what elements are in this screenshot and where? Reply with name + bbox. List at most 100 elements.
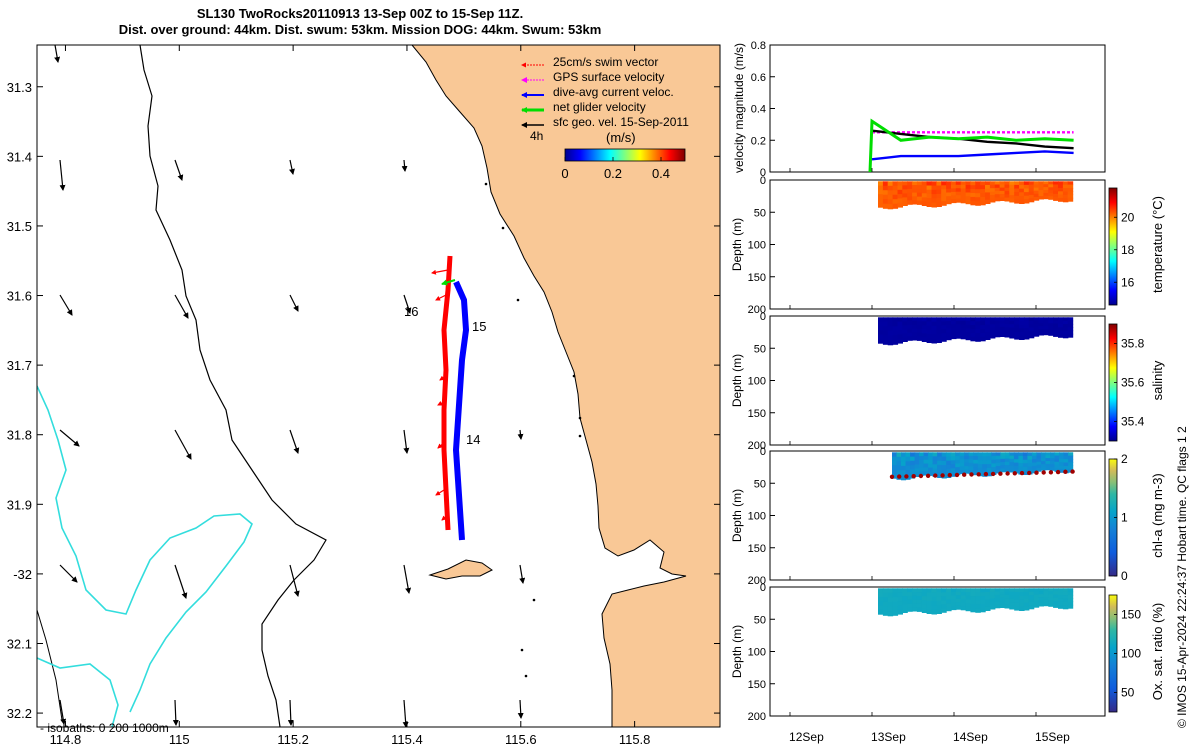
- chlorophyll-data-cell: [1000, 462, 1006, 466]
- temperature-data-cell: [926, 202, 933, 207]
- chlorophyll-data-cell: [1041, 467, 1047, 471]
- oxygen-data-cell: [975, 608, 981, 613]
- chlorophyll-data-cell: [1018, 466, 1024, 471]
- salinity-data-cell: [1038, 317, 1044, 321]
- chlorophyll-data-cell: [1050, 461, 1056, 465]
- chlorophyll-data-cell: [919, 463, 925, 469]
- oxygen-data-cell: [946, 606, 952, 612]
- day-label-15: 15: [472, 319, 486, 334]
- salinity-ytick-label: 0: [760, 311, 766, 323]
- salinity-data-cell: [941, 321, 947, 326]
- map-ytick-label: -32: [13, 567, 32, 582]
- temperature-data-cell: [1019, 192, 1025, 197]
- chlorophyll-data-cell: [923, 459, 929, 465]
- geo-velocity-arrows: [54, 45, 526, 727]
- map-tick-group: 114.8 115 115.2 115.4 115.6 115.8 31.3 31.4 31.5…: [7, 45, 720, 747]
- salinity-data-cell: [887, 321, 894, 327]
- chlorophyll-data-cell: [1050, 455, 1056, 459]
- temperature-data-cell: [965, 181, 972, 186]
- chlorophyll-section-panel: 0 50 100 150 200 Depth (m) 2 1 0 chl-a (mg m-3): [730, 446, 1165, 587]
- velocity-magnitude-panel: 0 0.2 0.4 0.6 0.8 velocity magnitude (m/s): [732, 40, 1106, 179]
- oxygen-data-cell: [897, 592, 903, 598]
- oxygen-data-cell: [941, 592, 947, 597]
- chlorophyll-data-cell: [901, 465, 907, 472]
- salinity-data-cell: [980, 317, 986, 322]
- oxygen-data-cell: [931, 596, 937, 602]
- velocity-ylabel: velocity magnitude (m/s): [732, 43, 746, 173]
- oxygen-data-cell: [1004, 598, 1010, 602]
- salinity-data-cell: [921, 333, 928, 338]
- temperature-data-cell: [1033, 187, 1040, 192]
- temperature-data-cell: [970, 181, 976, 186]
- oxygen-data-cell: [892, 588, 899, 594]
- chlorophyll-max-point: [983, 471, 989, 477]
- temperature-data-cell: [912, 181, 918, 186]
- salinity-data-cell: [1023, 328, 1030, 333]
- map-ytick-label: 31.5: [7, 219, 32, 234]
- oxygen-colorbar-tick-label: 100: [1121, 647, 1141, 661]
- temperature-data-cell: [882, 194, 889, 200]
- chlorophyll-data-cell: [937, 469, 943, 474]
- temperature-data-cell: [970, 185, 976, 190]
- chlorophyll-max-point: [1070, 469, 1075, 474]
- salinity-data-cell: [999, 333, 1006, 337]
- oxygen-data-cell: [960, 595, 967, 600]
- salinity-data-cell: [897, 334, 903, 340]
- chlorophyll-ytick-label: 150: [748, 543, 766, 555]
- chlorophyll-data-cell: [955, 459, 961, 465]
- oxygen-data-cell: [931, 605, 937, 611]
- salinity-data-cell: [1038, 332, 1044, 336]
- chlorophyll-max-point: [947, 472, 952, 478]
- chlorophyll-data-cell: [928, 456, 934, 461]
- oxygen-data-cell: [1014, 602, 1020, 607]
- temperature-data-cell: [980, 193, 986, 198]
- oxygen-data-cell: [994, 588, 1001, 593]
- chlorophyll-data-cell: [1045, 466, 1051, 471]
- oxygen-data-cell: [1004, 601, 1010, 606]
- oxygen-data-cell: [980, 600, 986, 605]
- salinity-data-cell: [892, 339, 899, 345]
- chlorophyll-data-cell: [991, 456, 997, 461]
- salinity-data-cell: [951, 324, 957, 329]
- chlorophyll-colorbar-tick-label: 0: [1121, 569, 1128, 583]
- swim-vector-track: [441, 255, 453, 531]
- temperature-data-cell: [878, 189, 884, 195]
- oxygen-data-cell: [1023, 599, 1030, 604]
- salinity-data-cell: [882, 321, 889, 327]
- salinity-data-cell: [965, 328, 972, 333]
- salinity-data-cell: [1043, 323, 1049, 327]
- chlorophyll-max-point: [1055, 469, 1061, 475]
- temperature-data-cell: [878, 181, 884, 187]
- temperature-data-cell: [994, 194, 1001, 198]
- temperature-data-cell: [916, 189, 923, 194]
- oxygen-data-cell: [1033, 604, 1040, 608]
- chlorophyll-data-cell: [982, 468, 988, 473]
- temperature-data-cell: [1048, 193, 1054, 197]
- oxygen-data-cell: [989, 595, 996, 600]
- salinity-data-cell: [999, 323, 1006, 328]
- temperature-data-cell: [897, 181, 903, 187]
- oxygen-data-cell: [1004, 591, 1010, 596]
- temperature-data-cell: [1009, 195, 1015, 200]
- oxygen-data-cell: [980, 607, 986, 613]
- temperature-data-cell: [887, 190, 894, 196]
- salinity-data-cell: [902, 325, 908, 330]
- salinity-data-cell: [1014, 328, 1020, 333]
- chlorophyll-data-cell: [1004, 452, 1010, 457]
- oxygen-data-cell: [1043, 594, 1049, 598]
- chlorophyll-data-cell: [955, 463, 961, 468]
- chlorophyll-data-cell: [910, 460, 916, 466]
- oxygen-colorbar-tick-label: 50: [1121, 686, 1135, 700]
- salinity-data-cell: [989, 317, 996, 322]
- salinity-colorbar-tick-label: 35.8: [1121, 337, 1145, 351]
- chlorophyll-max-point: [889, 474, 895, 479]
- chlorophyll-data-cell: [1036, 464, 1042, 469]
- temperature-data-cell: [887, 185, 894, 191]
- oxygen-data-cell: [902, 604, 908, 609]
- oxygen-data-cell: [887, 606, 894, 612]
- temperature-ytick-label: 150: [748, 272, 766, 284]
- isobath-1000m: [37, 385, 253, 727]
- chlorophyll-data-cell: [1068, 465, 1074, 470]
- salinity-data-cell: [931, 330, 937, 335]
- chlorophyll-data-cell: [986, 452, 992, 457]
